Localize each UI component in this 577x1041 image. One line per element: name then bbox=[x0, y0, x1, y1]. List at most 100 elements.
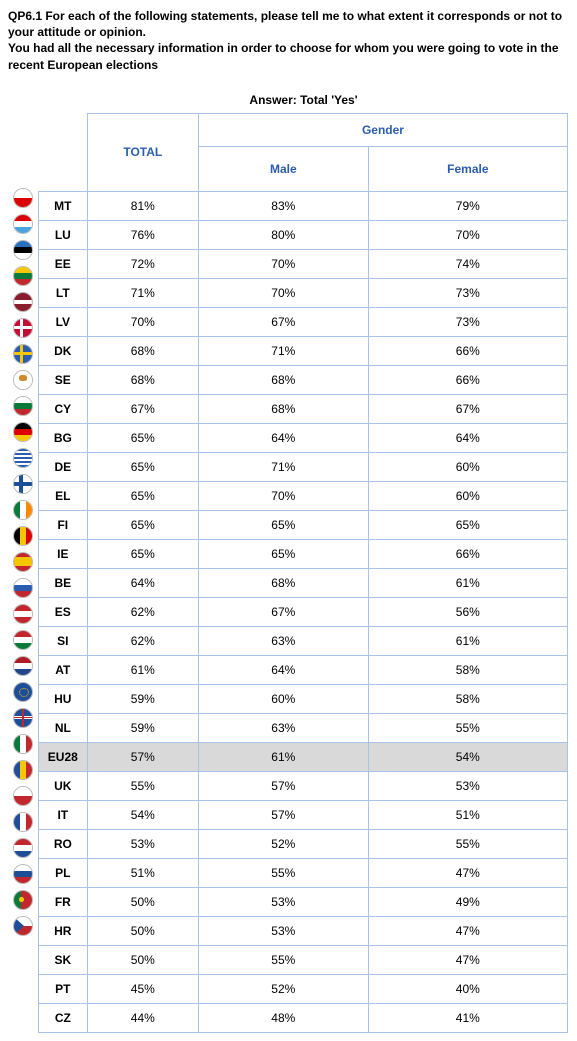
table-row: PT45%52%40% bbox=[39, 974, 568, 1003]
country-code: LT bbox=[39, 278, 88, 307]
country-code: IT bbox=[39, 800, 88, 829]
female-value: 40% bbox=[368, 974, 567, 1003]
flag-icon-ee bbox=[13, 240, 33, 260]
female-value: 66% bbox=[368, 365, 567, 394]
country-code: DE bbox=[39, 452, 88, 481]
female-value: 60% bbox=[368, 452, 567, 481]
male-value: 70% bbox=[198, 278, 368, 307]
country-code: ES bbox=[39, 597, 88, 626]
female-value: 41% bbox=[368, 1003, 567, 1032]
col-header-female: Female bbox=[368, 146, 567, 191]
male-value: 63% bbox=[198, 626, 368, 655]
flag-cell bbox=[8, 627, 38, 653]
female-value: 58% bbox=[368, 684, 567, 713]
flag-icon-be bbox=[13, 526, 33, 546]
flag-icon-it bbox=[13, 734, 33, 754]
total-value: 61% bbox=[87, 655, 198, 684]
flag-icon-bg bbox=[13, 396, 33, 416]
flag-icon-dk bbox=[13, 318, 33, 338]
table-row: NL59%63%55% bbox=[39, 713, 568, 742]
total-value: 65% bbox=[87, 481, 198, 510]
male-value: 80% bbox=[198, 220, 368, 249]
total-value: 50% bbox=[87, 945, 198, 974]
table-row: HU59%60%58% bbox=[39, 684, 568, 713]
female-value: 55% bbox=[368, 829, 567, 858]
flag-cell bbox=[8, 341, 38, 367]
female-value: 73% bbox=[368, 307, 567, 336]
flag-cell bbox=[8, 497, 38, 523]
total-value: 72% bbox=[87, 249, 198, 278]
col-header-male: Male bbox=[198, 146, 368, 191]
flag-cell bbox=[8, 809, 38, 835]
total-value: 65% bbox=[87, 423, 198, 452]
female-value: 70% bbox=[368, 220, 567, 249]
table-row: FI65%65%65% bbox=[39, 510, 568, 539]
table-row: CY67%68%67% bbox=[39, 394, 568, 423]
col-header-gender: Gender bbox=[198, 113, 567, 146]
table-row: EE72%70%74% bbox=[39, 249, 568, 278]
table-row: SE68%68%66% bbox=[39, 365, 568, 394]
table-row: PL51%55%47% bbox=[39, 858, 568, 887]
table-body: MT81%83%79%LU76%80%70%EE72%70%74%LT71%70… bbox=[39, 191, 568, 1032]
country-code: IE bbox=[39, 539, 88, 568]
table-row: DK68%71%66% bbox=[39, 336, 568, 365]
male-value: 65% bbox=[198, 510, 368, 539]
flag-icon-el bbox=[13, 448, 33, 468]
table-container: TOTAL Gender Male Female MT81%83%79%LU76… bbox=[8, 113, 569, 1033]
flag-icon-lu bbox=[13, 214, 33, 234]
table-row: BE64%68%61% bbox=[39, 568, 568, 597]
country-code: EE bbox=[39, 249, 88, 278]
male-value: 68% bbox=[198, 568, 368, 597]
data-table: TOTAL Gender Male Female MT81%83%79%LU76… bbox=[38, 113, 568, 1033]
flag-icon-fr bbox=[13, 812, 33, 832]
total-value: 67% bbox=[87, 394, 198, 423]
male-value: 67% bbox=[198, 597, 368, 626]
total-value: 65% bbox=[87, 452, 198, 481]
male-value: 52% bbox=[198, 829, 368, 858]
male-value: 68% bbox=[198, 394, 368, 423]
flag-cell bbox=[8, 913, 38, 939]
female-value: 47% bbox=[368, 858, 567, 887]
female-value: 60% bbox=[368, 481, 567, 510]
total-value: 59% bbox=[87, 713, 198, 742]
country-code: EL bbox=[39, 481, 88, 510]
flag-icon-eu bbox=[13, 682, 33, 702]
male-value: 48% bbox=[198, 1003, 368, 1032]
country-code: PT bbox=[39, 974, 88, 1003]
female-value: 53% bbox=[368, 771, 567, 800]
flag-cell bbox=[8, 315, 38, 341]
flag-cell bbox=[8, 523, 38, 549]
table-row: HR50%53%47% bbox=[39, 916, 568, 945]
flag-cell bbox=[8, 861, 38, 887]
flag-icon-se bbox=[13, 344, 33, 364]
flag-cell bbox=[8, 653, 38, 679]
col-header-total: TOTAL bbox=[87, 113, 198, 191]
female-value: 55% bbox=[368, 713, 567, 742]
table-row: DE65%71%60% bbox=[39, 452, 568, 481]
male-value: 65% bbox=[198, 539, 368, 568]
female-value: 74% bbox=[368, 249, 567, 278]
table-row: AT61%64%58% bbox=[39, 655, 568, 684]
flag-icon-hr bbox=[13, 838, 33, 858]
total-value: 76% bbox=[87, 220, 198, 249]
country-code: EU28 bbox=[39, 742, 88, 771]
flag-cell bbox=[8, 237, 38, 263]
flag-icon-ie bbox=[13, 500, 33, 520]
total-value: 59% bbox=[87, 684, 198, 713]
total-value: 70% bbox=[87, 307, 198, 336]
female-value: 47% bbox=[368, 945, 567, 974]
question-text: QP6.1 For each of the following statemen… bbox=[8, 8, 569, 73]
flag-cell bbox=[8, 835, 38, 861]
flag-cell bbox=[8, 393, 38, 419]
total-value: 57% bbox=[87, 742, 198, 771]
table-row: CZ44%48%41% bbox=[39, 1003, 568, 1032]
female-value: 54% bbox=[368, 742, 567, 771]
male-value: 70% bbox=[198, 481, 368, 510]
total-value: 53% bbox=[87, 829, 198, 858]
female-value: 66% bbox=[368, 336, 567, 365]
male-value: 63% bbox=[198, 713, 368, 742]
country-code: UK bbox=[39, 771, 88, 800]
flag-cell bbox=[8, 705, 38, 731]
country-code: PL bbox=[39, 858, 88, 887]
table-row: FR50%53%49% bbox=[39, 887, 568, 916]
